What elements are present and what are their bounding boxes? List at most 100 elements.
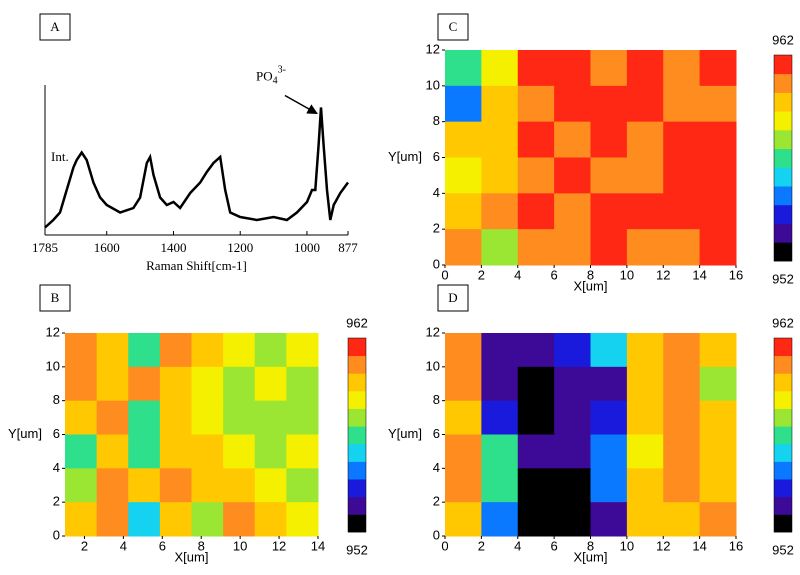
heat-cell xyxy=(699,333,737,368)
colorbar-swatch xyxy=(774,479,792,498)
colorbar-swatch xyxy=(348,390,366,409)
heat-cell xyxy=(517,468,555,503)
colorbar-swatch xyxy=(774,373,792,392)
y-tick-label: 10 xyxy=(426,358,440,373)
x-tick-label: 14 xyxy=(692,267,706,282)
heat-cell xyxy=(445,193,482,230)
colorbar-swatch xyxy=(348,461,366,480)
x-tick-label: 14 xyxy=(311,538,325,553)
heat-cell xyxy=(96,502,129,537)
heat-cell xyxy=(590,400,628,435)
heat-cell xyxy=(699,502,737,537)
x-tick-label: 10 xyxy=(620,267,634,282)
heat-cell xyxy=(128,434,161,469)
x-axis-label: X[um] xyxy=(574,549,608,564)
heat-cell xyxy=(445,502,482,537)
colorbar-swatch xyxy=(348,408,366,427)
heat-cell xyxy=(481,400,519,435)
y-tick-label: 6 xyxy=(53,426,60,441)
heat-cell xyxy=(626,400,664,435)
colorbar-label: 962 xyxy=(346,315,368,330)
heat-cell xyxy=(590,333,628,368)
colorbar-swatch xyxy=(348,479,366,498)
heat-cell xyxy=(663,193,701,230)
heat-cell xyxy=(65,468,98,503)
heat-cell xyxy=(626,366,664,402)
heat-cell xyxy=(517,366,555,402)
heat-cell xyxy=(481,333,519,368)
heat-cell xyxy=(663,85,701,123)
x-tick-label: 16 xyxy=(729,267,743,282)
panel-label-box xyxy=(437,284,469,312)
heat-cell xyxy=(481,157,519,194)
colorbar-frame xyxy=(773,337,793,533)
heat-cell xyxy=(128,400,161,435)
annotation-sup: 3- xyxy=(278,65,286,76)
annotation-arrow xyxy=(284,94,318,115)
x-tick-label: 2 xyxy=(478,267,485,282)
heat-cell xyxy=(699,50,737,87)
heat-cell xyxy=(445,121,482,158)
x-tick-label: 10 xyxy=(620,538,634,553)
heat-cell xyxy=(128,468,161,503)
heat-cell xyxy=(286,468,319,503)
x-tick-label: 16 xyxy=(729,538,743,553)
heat-cell xyxy=(445,50,482,87)
colorbar-swatch xyxy=(774,73,792,93)
panel-label: B xyxy=(51,290,60,305)
heat-cell xyxy=(65,400,98,435)
heat-cell xyxy=(481,468,519,503)
heat-cell xyxy=(159,366,192,402)
heat-cell xyxy=(517,121,555,158)
x-tick-label: 4 xyxy=(120,538,127,553)
y-axis-label: Y[um] xyxy=(388,426,422,441)
heat-cell xyxy=(445,366,482,402)
x-tick-label: 10 xyxy=(233,538,247,553)
panel-label: A xyxy=(50,19,60,34)
heat-cell xyxy=(191,400,224,435)
heat-cell xyxy=(159,468,192,503)
heat-cell xyxy=(481,502,519,537)
heat-cell xyxy=(554,157,591,194)
heat-cell xyxy=(590,502,628,537)
heat-cell xyxy=(626,333,664,368)
y-tick-label: 0 xyxy=(53,527,60,542)
heat-cell xyxy=(481,366,519,402)
heat-cell xyxy=(663,157,701,194)
y-tick-label: 10 xyxy=(46,358,60,373)
colorbar-swatch xyxy=(774,338,792,357)
x-axis-label: X[um] xyxy=(175,549,209,564)
heat-cell xyxy=(128,502,161,537)
heat-cell xyxy=(517,193,555,230)
x-axis-label: Raman Shift[cm-1] xyxy=(146,258,247,273)
colorbar-swatch xyxy=(774,92,792,112)
heat-cell xyxy=(554,193,591,230)
heat-cell xyxy=(481,434,519,469)
heat-cell xyxy=(663,366,701,402)
colorbar-swatch xyxy=(348,496,366,515)
heat-cell xyxy=(626,468,664,503)
heat-cell xyxy=(663,229,701,266)
heat-cell xyxy=(699,468,737,503)
heat-cell xyxy=(286,400,319,435)
heat-cell xyxy=(626,121,664,158)
y-tick-label: 2 xyxy=(433,494,440,509)
heat-cell xyxy=(191,333,224,368)
heat-cell xyxy=(699,193,737,230)
heat-cell xyxy=(554,366,591,402)
y-tick-label: 12 xyxy=(426,41,440,56)
colorbar-swatch xyxy=(774,223,792,243)
heat-cell xyxy=(254,366,287,402)
colorbar-label: 952 xyxy=(772,271,794,286)
y-tick-label: 0 xyxy=(433,256,440,271)
colorbar-swatch xyxy=(774,443,792,462)
heat-cell xyxy=(445,468,482,503)
colorbar-swatch xyxy=(774,514,792,533)
heat-cell xyxy=(254,502,287,537)
heat-cell xyxy=(223,502,256,537)
heat-cell xyxy=(159,434,192,469)
heat-cell xyxy=(445,85,482,123)
heat-cell xyxy=(254,468,287,503)
heat-cell xyxy=(96,434,129,469)
